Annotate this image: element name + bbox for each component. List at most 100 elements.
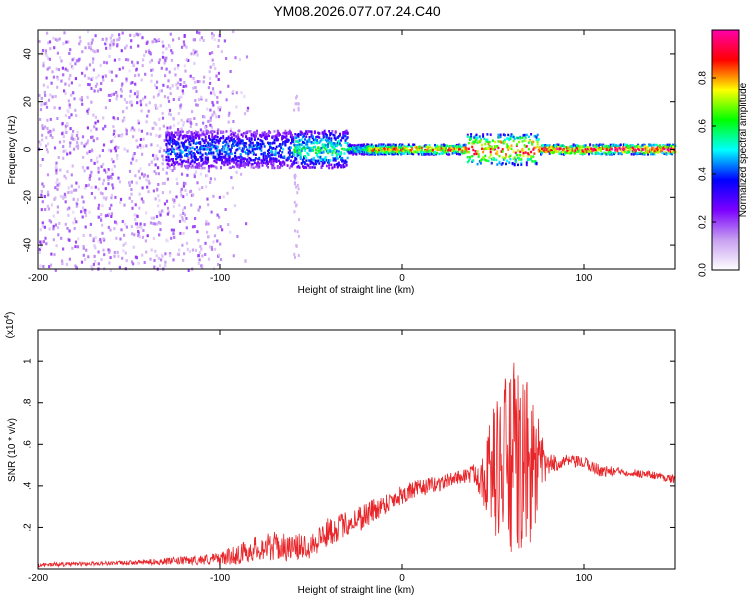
spectrogram-cell — [364, 152, 367, 155]
spectrogram-cell — [412, 152, 415, 156]
spectrogram-cell — [221, 160, 224, 163]
spectrogram-cell — [400, 150, 403, 154]
spectrogram-cell — [234, 56, 237, 60]
spectrogram-cell — [329, 142, 332, 145]
spectrogram-cell — [474, 138, 477, 141]
spectrogram-cell — [316, 153, 319, 157]
spectrogram-cell — [53, 106, 56, 110]
spectrogram-cell — [530, 133, 533, 136]
spectrogram-cell — [115, 236, 118, 240]
spectrogram-cell — [169, 131, 172, 135]
spectrogram-cell — [175, 140, 178, 144]
spectrogram-cell — [322, 151, 325, 154]
spectrogram-cell — [257, 161, 260, 164]
spectrogram-cell — [577, 148, 580, 151]
spectrogram-cell — [65, 131, 68, 134]
spectrogram-cell — [287, 132, 290, 135]
spectrogram-cell — [542, 145, 545, 148]
spectrogram-cell — [148, 101, 151, 105]
spectrogram-cell — [274, 149, 277, 153]
spectrogram-cell — [533, 152, 536, 155]
spectrogram-cell — [337, 150, 340, 153]
spectrogram-cell — [202, 148, 205, 151]
spectrogram-cell — [479, 162, 482, 165]
spectrogram-cell — [188, 136, 191, 140]
spectrogram-cell — [57, 156, 60, 159]
spectrogram-cell — [324, 148, 327, 151]
spectrogram-cell — [300, 131, 303, 134]
spectrogram-cell — [215, 115, 218, 119]
spectrogram-cell — [398, 146, 400, 149]
spectrogram-cell — [80, 260, 84, 264]
spectrogram-cell — [68, 238, 71, 242]
spectrogram-cell — [62, 73, 65, 77]
spectrogram-cell — [99, 63, 102, 67]
spectrogram-cell — [380, 150, 383, 153]
spectrogram-cell — [64, 67, 67, 71]
spectrogram-cell — [113, 129, 116, 133]
spectrogram-cell — [246, 154, 250, 158]
spectrogram-cell — [54, 268, 57, 272]
spectrogram-cell — [265, 160, 268, 163]
spectrogram-cell — [145, 250, 148, 254]
spectrogram-cell — [196, 141, 198, 145]
spectrogram-cell — [193, 153, 196, 156]
spectrogram-cell — [455, 145, 458, 148]
spectrogram-cell — [191, 225, 195, 229]
spectrogram-cell — [199, 38, 202, 42]
spectrogram-cell — [399, 147, 402, 150]
spectrogram-cell — [180, 118, 183, 122]
spectrogram-cell — [261, 132, 264, 135]
spectrogram-cell — [277, 159, 280, 163]
spectrogram-cell — [526, 154, 529, 158]
spectrogram-cell — [233, 165, 236, 169]
spectrogram-cell — [74, 62, 77, 66]
spectrogram-cell — [227, 135, 230, 139]
spectrogram-cell — [256, 132, 258, 135]
spectrogram-cell — [38, 247, 41, 251]
spectrogram-cell — [355, 147, 358, 150]
spectrogram-cell — [50, 252, 53, 256]
spectrogram-cell — [660, 146, 663, 149]
spectrogram-cell — [109, 43, 112, 47]
spectrogram-cell — [343, 152, 346, 155]
spectrogram-cell — [201, 131, 204, 135]
spectrogram-cell — [277, 134, 280, 137]
spectrogram-cell — [39, 143, 42, 147]
spectrogram-cell — [283, 135, 286, 139]
spectrogram-cell — [186, 173, 189, 177]
spectrogram-cell — [483, 137, 486, 140]
spectrogram-cell — [598, 147, 601, 150]
spectrogram-cell — [202, 139, 205, 143]
spectrogram-cell — [446, 144, 448, 147]
spectrogram-cell — [344, 159, 347, 162]
spectrogram-cell — [123, 203, 126, 207]
spectrogram-cell — [81, 50, 84, 54]
spectrogram-cell — [295, 145, 298, 148]
spectrogram-cell — [46, 118, 49, 122]
spectrogram-cell — [82, 246, 85, 250]
spectrogram-cell — [191, 160, 194, 164]
spectrogram-cell — [71, 66, 74, 70]
spectrogram-cell — [298, 148, 301, 152]
spectrogram-cell — [252, 134, 255, 137]
spectrogram-cell — [450, 148, 453, 151]
spectrogram-cell — [106, 213, 110, 217]
spectrogram-cell — [184, 145, 186, 149]
spectrogram-cell — [620, 150, 623, 154]
spectrogram-cell — [203, 166, 206, 170]
spectrogram-cell — [419, 146, 422, 149]
spectrogram-cell — [233, 138, 236, 141]
spectrogram-cell — [366, 151, 369, 154]
spectrogram-cell — [120, 84, 123, 88]
spectrogram-cell — [165, 56, 168, 60]
spectrogram-cell — [230, 160, 233, 163]
spectrogram-cell — [40, 189, 43, 193]
spectrogram-cell — [298, 152, 301, 155]
spectrogram-cell — [249, 130, 252, 133]
spectrogram-cell — [234, 154, 237, 158]
spectrogram-cell — [69, 62, 72, 66]
spectrogram-cell — [613, 143, 616, 147]
spectrogram-cell — [304, 149, 307, 152]
spectrogram-cell — [166, 166, 169, 169]
